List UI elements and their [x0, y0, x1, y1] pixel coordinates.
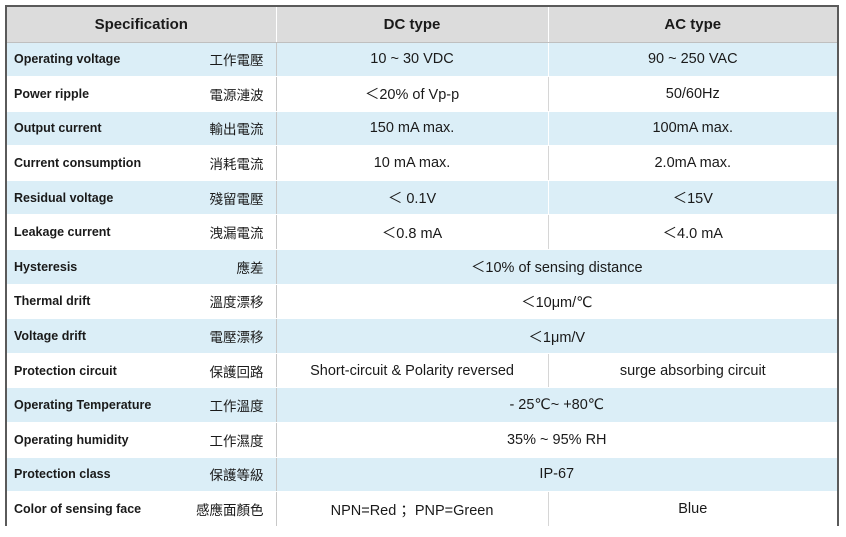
spec-name-en: Voltage drift	[7, 318, 185, 354]
spec-name-en: Protection circuit	[7, 353, 185, 389]
spec-name-en: Operating humidity	[7, 422, 185, 458]
spec-name-zh: 溫度漂移	[185, 284, 277, 320]
spec-name-en: Output current	[7, 111, 185, 147]
table-row: Thermal drift 溫度漂移 ＜10μm/℃	[7, 284, 838, 320]
shared-value: - 25℃~ +80℃	[276, 387, 838, 424]
dc-value: ＜0.8 mA	[276, 214, 549, 251]
spec-name-zh: 工作電壓	[185, 42, 277, 78]
spec-name-en: Power ripple	[7, 76, 185, 112]
table-row: Hysteresis 應差 ＜10% of sensing distance	[7, 249, 838, 285]
table-row: Protection circuit 保護回路 Short-circuit & …	[7, 353, 838, 389]
dc-value: ＜ 0.1V	[276, 180, 549, 216]
table-row: Voltage drift 電壓漂移 ＜1μm/V	[7, 318, 838, 354]
header-specification: Specification	[7, 7, 277, 43]
header-ac-type: AC type	[548, 7, 838, 43]
table-row: Power ripple 電源漣波 ＜20% of Vp-p 50/60Hz	[7, 76, 838, 112]
table-row: Color of sensing face 感應面顏色 NPN=Red ；PNP…	[7, 491, 838, 527]
ac-value: 90 ~ 250 VAC	[548, 42, 838, 78]
shared-value: ＜1μm/V	[276, 318, 838, 354]
table-row: Operating voltage 工作電壓 10 ~ 30 VDC 90 ~ …	[7, 42, 838, 78]
ac-value: ＜15V	[548, 180, 838, 216]
spec-table: Specification DC type AC type Operating …	[7, 7, 838, 527]
spec-name-en: Protection class	[7, 457, 185, 493]
spec-name-en: Hysteresis	[7, 249, 185, 285]
spec-name-en: Leakage current	[7, 214, 185, 251]
table-row: Leakage current 洩漏電流 ＜0.8 mA ＜4.0 mA	[7, 214, 838, 251]
spec-name-en: Color of sensing face	[7, 491, 185, 527]
spec-name-zh: 殘留電壓	[185, 180, 277, 216]
dc-value: 10 mA max.	[276, 145, 549, 181]
table-row: Residual voltage 殘留電壓 ＜ 0.1V ＜15V	[7, 180, 838, 216]
ac-value: 100mA max.	[548, 111, 838, 147]
spec-name-zh: 輸出電流	[185, 111, 277, 147]
ac-value: 50/60Hz	[548, 76, 838, 112]
table-row: Output current 輸出電流 150 mA max. 100mA ma…	[7, 111, 838, 147]
table-row: Operating humidity 工作濕度 35% ~ 95% RH	[7, 422, 838, 458]
ac-value: ＜4.0 mA	[548, 214, 838, 251]
spec-name-en: Residual voltage	[7, 180, 185, 216]
spec-name-zh: 保護回路	[185, 353, 277, 389]
spec-table-frame: Specification DC type AC type Operating …	[5, 5, 839, 527]
table-row: Current consumption 消耗電流 10 mA max. 2.0m…	[7, 145, 838, 181]
spec-name-zh: 保護等級	[185, 457, 277, 493]
spec-name-en: Operating Temperature	[7, 387, 185, 424]
shared-value: ＜10% of sensing distance	[276, 249, 838, 285]
spec-name-zh: 電源漣波	[185, 76, 277, 112]
table-row: Protection class 保護等級 IP-67	[7, 457, 838, 493]
shared-value: 35% ~ 95% RH	[276, 422, 838, 458]
spec-name-zh: 工作濕度	[185, 422, 277, 458]
spec-name-zh: 工作溫度	[185, 387, 277, 424]
spec-name-zh: 感應面顏色	[185, 491, 277, 527]
ac-value: surge absorbing circuit	[548, 353, 838, 389]
spec-name-zh: 消耗電流	[185, 145, 277, 181]
header-dc-type: DC type	[276, 7, 549, 43]
dc-value: ＜20% of Vp-p	[276, 76, 549, 112]
spec-name-zh: 應差	[185, 249, 277, 285]
ac-value: Blue	[548, 491, 838, 527]
dc-value: NPN=Red ；PNP=Green	[276, 491, 549, 527]
table-row: Operating Temperature 工作溫度 - 25℃~ +80℃	[7, 387, 838, 424]
dc-value: 150 mA max.	[276, 111, 549, 147]
spec-name-en: Thermal drift	[7, 284, 185, 320]
header-row: Specification DC type AC type	[7, 7, 838, 43]
spec-name-en: Operating voltage	[7, 42, 185, 78]
dc-value: 10 ~ 30 VDC	[276, 42, 549, 78]
shared-value: IP-67	[276, 457, 838, 493]
spec-name-zh: 洩漏電流	[185, 214, 277, 251]
ac-value: 2.0mA max.	[548, 145, 838, 181]
dc-value: Short-circuit & Polarity reversed	[276, 353, 549, 389]
spec-name-zh: 電壓漂移	[185, 318, 277, 354]
shared-value: ＜10μm/℃	[276, 284, 838, 320]
spec-name-en: Current consumption	[7, 145, 185, 181]
